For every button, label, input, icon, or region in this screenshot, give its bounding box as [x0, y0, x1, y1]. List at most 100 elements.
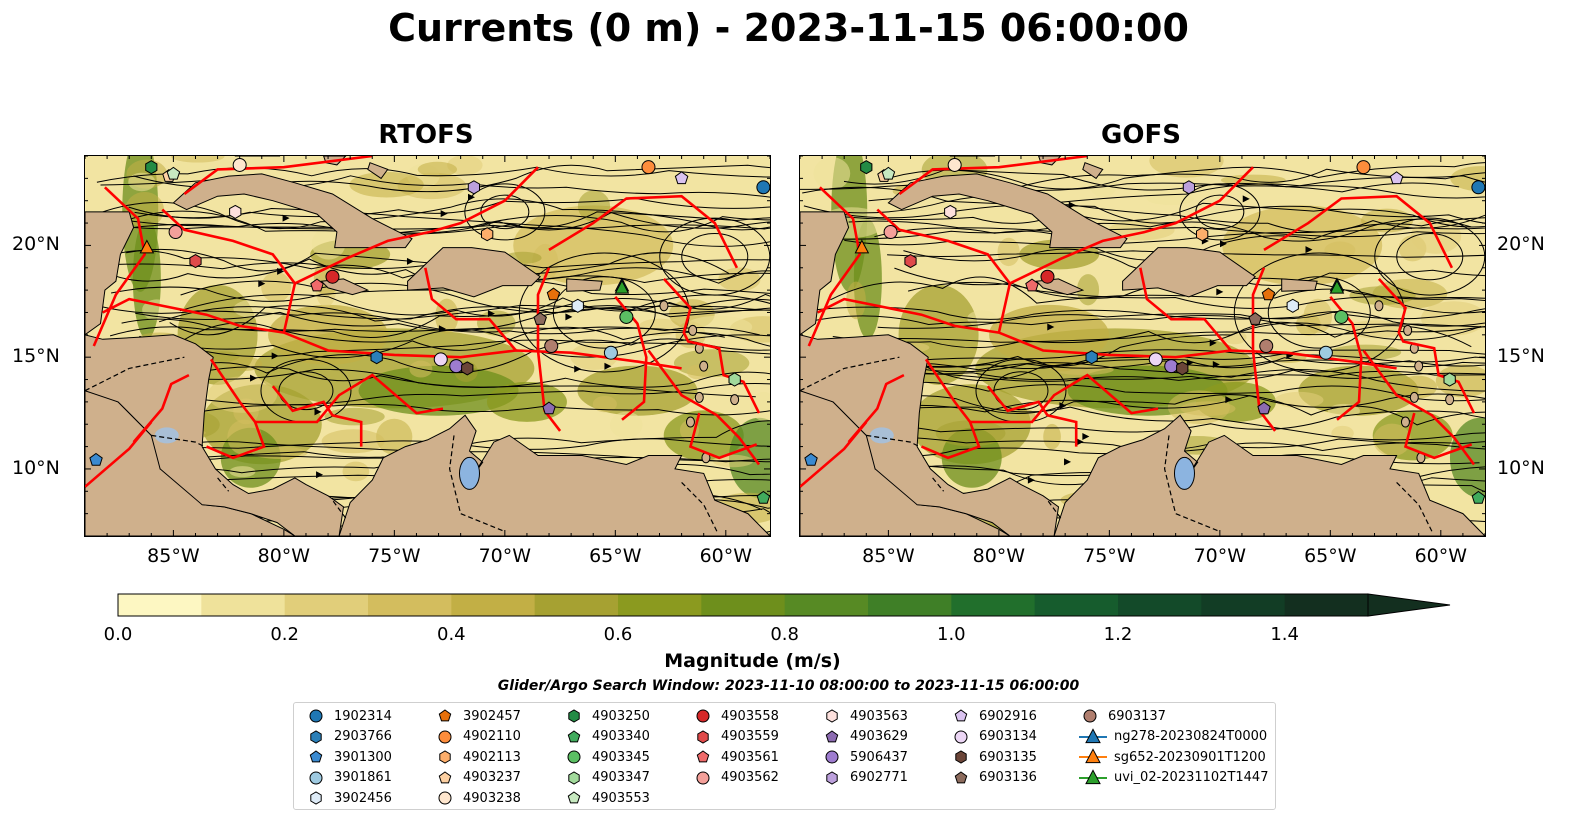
- lake-nicaragua: [154, 427, 179, 444]
- legend-label: 4903562: [721, 770, 779, 785]
- gofs-panel-title: GOFS: [1101, 120, 1181, 150]
- legend-marker-icon: [568, 709, 580, 723]
- streamline-arrow: [316, 471, 324, 479]
- eez-boundary: [876, 208, 1012, 333]
- streamline-arrow: [487, 310, 495, 318]
- lat-tick-label-left: 15°N: [12, 345, 60, 368]
- float-marker-3902457: [546, 287, 561, 301]
- legend-label: 3902456: [334, 790, 392, 806]
- legend-label: 4903558: [721, 708, 779, 724]
- colorbar-segment: [534, 594, 619, 616]
- float-marker-4902110: [1356, 160, 1371, 175]
- current-speed-patch: [638, 318, 681, 336]
- float-marker-3902457: [1261, 287, 1276, 301]
- float-marker-4903559: [189, 254, 202, 269]
- float-marker-3901861: [1318, 345, 1333, 360]
- legend-item: 4903558: [691, 706, 779, 726]
- float-marker-6902916: [1389, 171, 1404, 185]
- land-mass: [1281, 278, 1318, 292]
- current-speed-patch: [261, 271, 292, 303]
- legend-label: 4902113: [463, 749, 521, 765]
- float-marker-3901861: [603, 345, 618, 360]
- float-marker-6902771: [467, 180, 480, 195]
- legend-item: 6903135: [949, 747, 1037, 767]
- colorbar-segment: [784, 594, 869, 616]
- rtofs-panel-title: RTOFS: [378, 120, 474, 150]
- land-mass: [800, 211, 850, 336]
- current-speed-patch: [204, 351, 240, 362]
- float-marker-4903561: [1025, 278, 1039, 292]
- eez-boundary: [271, 385, 363, 447]
- legend-marker-icon: [567, 729, 581, 742]
- colorbar-segment: [1034, 594, 1119, 616]
- legend-label: 4903559: [721, 729, 779, 744]
- current-speed-patch: [935, 420, 1006, 447]
- lon-tick-label: 85°W: [147, 545, 200, 567]
- legend-label: 4903629: [850, 729, 908, 744]
- float-marker-4903340: [1471, 490, 1485, 504]
- eez-boundary: [1263, 194, 1454, 269]
- legend-label: 4903345: [592, 749, 650, 765]
- float-marker-6903134: [1148, 352, 1163, 367]
- streamline-arrow: [1047, 323, 1055, 331]
- lon-tick-label: 65°W: [589, 545, 642, 567]
- legend-label: 2903766: [334, 729, 392, 744]
- current-speed-patch: [171, 156, 225, 163]
- legend-item: 3901300: [304, 747, 392, 767]
- legend-marker-icon: [309, 709, 323, 723]
- eez-boundary: [970, 373, 1159, 424]
- colorbar-label: Magnitude (m/s): [664, 650, 841, 672]
- float-marker-4902113: [1196, 227, 1209, 242]
- colorbar-tick-label: 0.4: [437, 624, 466, 645]
- lon-tick-label: 60°W: [1414, 545, 1468, 567]
- float-marker-4903250: [145, 160, 158, 175]
- float-marker-4903345: [1334, 309, 1349, 324]
- legend-item: 6903136: [949, 768, 1037, 788]
- land-mass: [1082, 162, 1104, 180]
- eez-boundary: [1403, 412, 1473, 460]
- colorbar-segment: [451, 594, 536, 616]
- float-marker-sg652-20230901T1200: [139, 239, 155, 254]
- search-window-label: Glider/Argo Search Window: 2023-11-10 08…: [497, 678, 1080, 694]
- legend-item: 1902314: [304, 706, 392, 726]
- legend-label: 4903553: [592, 790, 650, 806]
- colorbar-segment: [951, 594, 1036, 616]
- lon-tick-label: 80°W: [257, 545, 311, 567]
- streamline-arrow: [1064, 458, 1072, 466]
- legend-marker-icon: [1079, 748, 1107, 764]
- country-border: [1163, 435, 1221, 533]
- streamline-arrow: [1220, 240, 1228, 248]
- lake-maracaibo: [1173, 456, 1195, 490]
- float-marker-6903135: [1176, 361, 1189, 376]
- eez-boundary: [1251, 267, 1277, 432]
- legend-item: sg652-20230901T1200: [1078, 747, 1266, 767]
- streamline-arrow: [604, 362, 612, 370]
- current-speed-patch: [486, 381, 567, 422]
- float-marker-6903137: [1259, 339, 1274, 353]
- colorbar-tick-label: 0.6: [603, 624, 633, 645]
- legend-item: 3902457: [433, 706, 521, 726]
- legend-label: 4903238: [463, 790, 521, 806]
- eez-boundary: [688, 412, 758, 460]
- legend-item: 4903559: [691, 727, 779, 747]
- legend-marker-icon: [438, 730, 452, 743]
- float-marker-uvi_02-20231102T1447: [614, 279, 630, 294]
- eez-boundary: [647, 349, 761, 466]
- current-speed-patch: [1043, 423, 1061, 450]
- country-border: [1047, 499, 1062, 519]
- island: [1414, 360, 1424, 372]
- country-border: [85, 356, 185, 392]
- lon-tick-label: 75°W: [368, 545, 421, 567]
- legend-item: 6903134: [949, 727, 1037, 747]
- legend-item: 4903562: [691, 768, 779, 788]
- lake-nicaragua: [869, 427, 894, 444]
- legend-item: 5906437: [820, 747, 908, 767]
- legend-label: 4903347: [592, 770, 650, 785]
- colorbar-tick-label: 1.0: [937, 624, 966, 645]
- eez-boundary: [294, 166, 539, 285]
- eez-boundary: [424, 267, 517, 352]
- colorbar-tick-label: 0.2: [270, 624, 299, 645]
- current-speed-patch: [577, 190, 611, 222]
- streamline-arrow: [258, 280, 266, 288]
- streamline-arrow: [406, 257, 414, 265]
